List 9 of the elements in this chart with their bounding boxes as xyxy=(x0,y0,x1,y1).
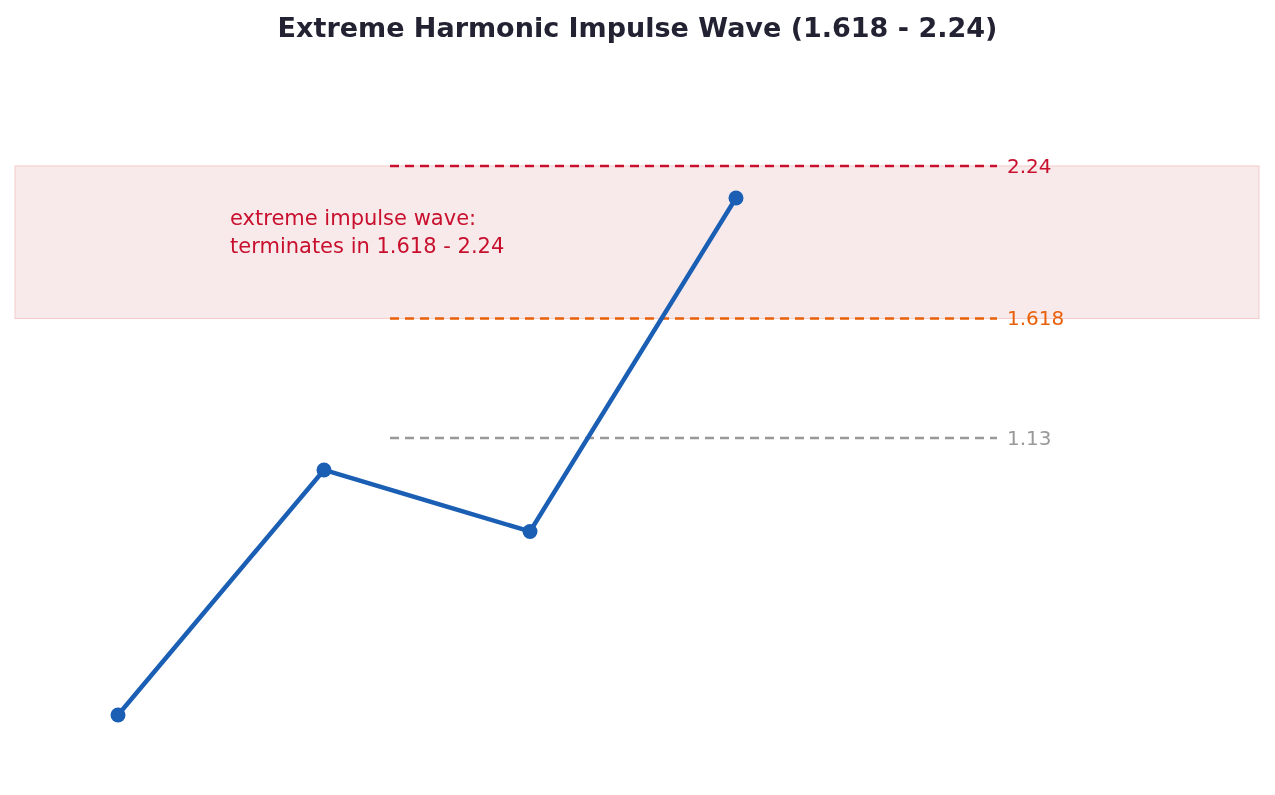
point xyxy=(110,707,126,723)
point xyxy=(728,190,744,206)
text: 2.24 xyxy=(1007,153,1052,178)
point xyxy=(522,523,538,539)
annotation: extreme impulse wave: terminates in 1.618 - 2.24 xyxy=(230,206,505,258)
text: 1.13 xyxy=(1007,425,1052,450)
chart-title: Extreme Harmonic Impulse Wave (1.618 - 2.24) xyxy=(277,12,998,43)
text: 1.618 xyxy=(1007,306,1065,331)
point xyxy=(316,462,332,478)
